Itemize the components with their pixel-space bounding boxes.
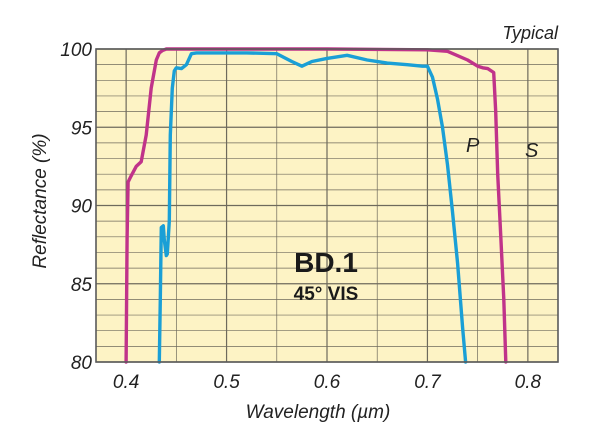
y-tick-label: 85 — [71, 275, 93, 296]
series-label-p: P — [466, 135, 480, 157]
series-line-p — [157, 51, 468, 364]
plot-frame — [95, 48, 559, 363]
x-tick-label: 0.8 — [515, 372, 542, 393]
typical-note: Typical — [502, 23, 559, 43]
x-tick-label: 0.5 — [213, 372, 240, 393]
y-tick-label: 80 — [71, 353, 93, 374]
y-tick-labels: 80 85 90 95 100 — [60, 40, 92, 374]
x-tick-label: 0.6 — [314, 372, 341, 393]
y-tick-label: 95 — [71, 118, 93, 139]
y-tick-label: 90 — [71, 197, 93, 218]
y-tick-label: 100 — [60, 40, 92, 61]
chart-title: BD.1 — [294, 247, 358, 278]
y-axis-title: Reflectance (%) — [30, 133, 51, 268]
chart-subtitle: 45° VIS — [294, 284, 359, 305]
x-tick-label: 0.7 — [414, 372, 442, 393]
x-axis-title: Wavelength (µm) — [246, 402, 391, 423]
series-label-s: S — [525, 140, 539, 162]
x-tick-labels: 0.4 0.5 0.6 0.7 0.8 — [113, 372, 542, 393]
x-tick-label: 0.4 — [113, 372, 139, 393]
